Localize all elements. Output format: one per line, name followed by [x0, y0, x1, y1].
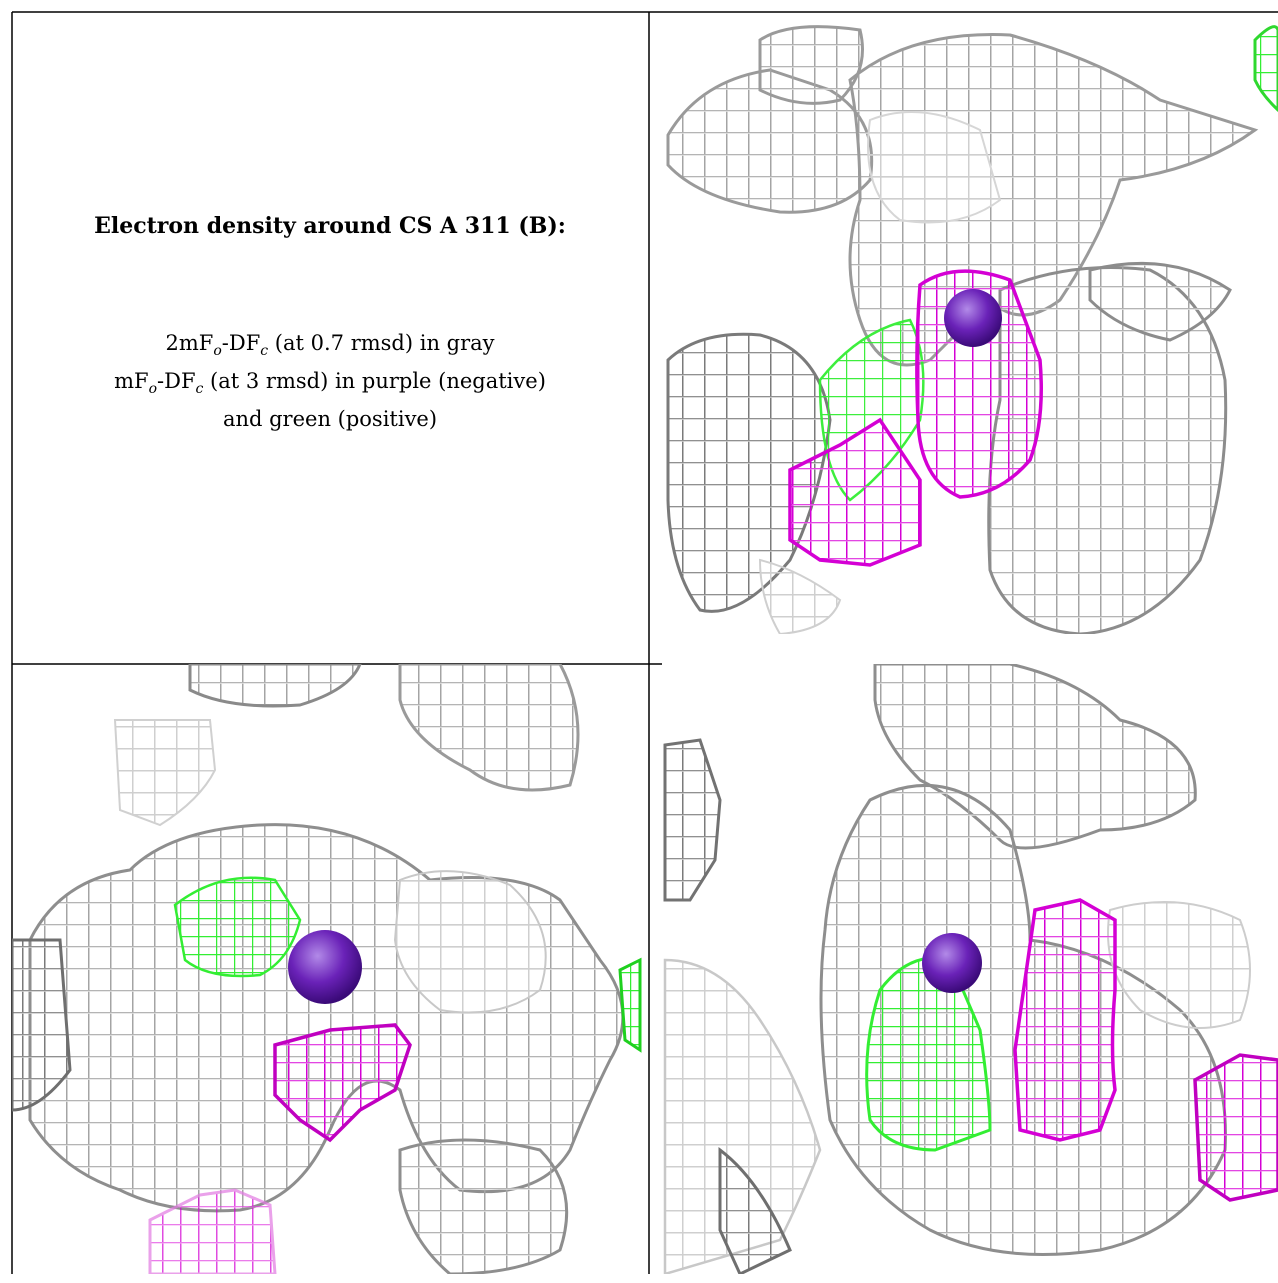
cesium-atom	[944, 289, 1002, 347]
caption-line-green: and green (positive)	[222, 407, 438, 432]
caption-body: 2mFo-DFc (at 0.7 rmsd) in gray mFo-DFc (…	[12, 328, 648, 434]
cesium-atom	[922, 933, 982, 993]
caption-line-2mfo: 2mFo-DFc (at 0.7 rmsd) in gray	[165, 331, 495, 360]
density-view-top-right	[666, 25, 1278, 634]
caption-line-mfo: mFo-DFc (at 3 rmsd) in purple (negative)	[114, 369, 546, 398]
density-view-bottom-right	[663, 664, 1278, 1274]
caption-title: Electron density around CS A 311 (B):	[94, 213, 566, 239]
density-view-bottom-left	[12, 664, 642, 1274]
caption-panel: Electron density around CS A 311 (B): 2m…	[12, 12, 648, 634]
cesium-atom	[288, 930, 362, 1004]
